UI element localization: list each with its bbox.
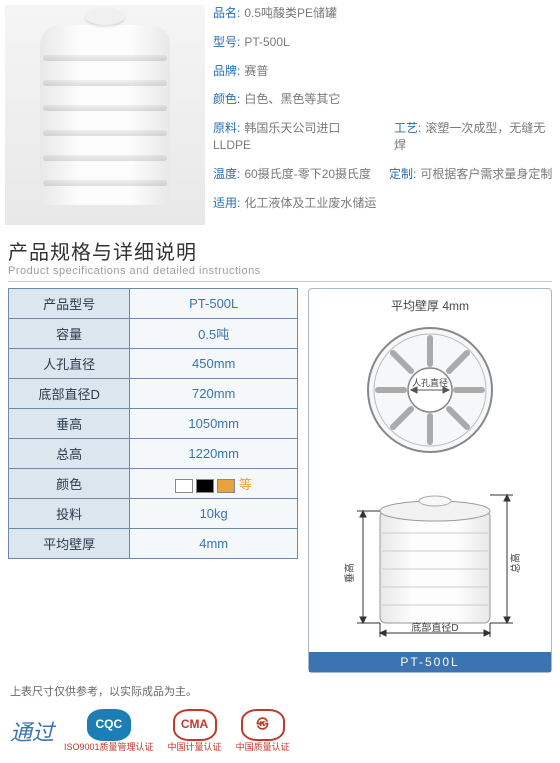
top-view-diagram: 人孔直径 bbox=[345, 320, 515, 460]
spec-key: 产品型号 bbox=[9, 289, 130, 319]
spec-key: 容量 bbox=[9, 319, 130, 349]
brand-label: 品牌: bbox=[213, 64, 240, 78]
spec-val: 等 bbox=[130, 469, 298, 499]
cert-badge: ㉿ bbox=[241, 709, 285, 741]
spec-key: 总高 bbox=[9, 439, 130, 469]
mid-region: 产品型号PT-500L容量0.5吨人孔直径450mm底部直径D720mm垂高10… bbox=[0, 282, 560, 679]
manhole-label-text: 人孔直径 bbox=[412, 377, 448, 388]
tank-illustration bbox=[40, 25, 170, 205]
spec-key: 颜色 bbox=[9, 469, 130, 499]
spec-key: 底部直径D bbox=[9, 379, 130, 409]
spec-val: 1050mm bbox=[130, 409, 298, 439]
cert-item: CQC ISO9001质量管理认证 bbox=[64, 709, 154, 753]
color-value: 白色、黑色等其它 bbox=[244, 92, 340, 106]
model-label: 型号: bbox=[213, 35, 240, 49]
cert-item: ㉿中国质量认证 bbox=[236, 709, 290, 753]
side-view-diagram: 垂高 总高 底部直径D bbox=[325, 473, 535, 643]
cert-badge: CMA bbox=[173, 709, 217, 741]
model-value: PT-500L bbox=[244, 35, 289, 49]
bottom-text: 底部直径D bbox=[411, 621, 458, 634]
temp-value: 60摄氏度-零下20摄氏度 bbox=[244, 167, 371, 181]
info-panel: 品名: 0.5吨酸类PE储罐 型号: PT-500L 品牌: 赛普 颜色: 白色、黑色等… bbox=[213, 5, 555, 225]
custom-label: 定制: bbox=[389, 167, 416, 181]
spec-val: 720mm bbox=[130, 379, 298, 409]
section-title-zh: 产品规格与详细说明 bbox=[8, 236, 552, 265]
color-label: 颜色: bbox=[213, 92, 240, 106]
material-label: 原料: bbox=[213, 121, 240, 135]
section-header: 产品规格与详细说明 Product specifications and det… bbox=[0, 230, 560, 282]
wall-thickness-label: 平均壁厚 4mm bbox=[315, 297, 545, 314]
color-swatch bbox=[217, 479, 235, 493]
cert-item: CMA 中国计量认证 bbox=[168, 709, 222, 753]
process-label: 工艺: bbox=[394, 121, 421, 135]
cert-badge: CQC bbox=[87, 709, 131, 741]
cert-label: 中国计量认证 bbox=[168, 743, 222, 753]
spec-key: 垂高 bbox=[9, 409, 130, 439]
brand-value: 赛普 bbox=[244, 64, 268, 78]
spec-val: 10kg bbox=[130, 499, 298, 529]
swatch-suffix: 等 bbox=[235, 477, 252, 492]
spec-val: 1220mm bbox=[130, 439, 298, 469]
spec-key: 平均壁厚 bbox=[9, 529, 130, 559]
cert-label: 中国质量认证 bbox=[236, 743, 290, 753]
use-value: 化工液体及工业废水储运 bbox=[244, 196, 376, 210]
diagram-panel: 平均壁厚 4mm 人孔直径 bbox=[308, 288, 552, 673]
color-swatch bbox=[175, 479, 193, 493]
spec-val: 450mm bbox=[130, 349, 298, 379]
temp-label: 温度: bbox=[213, 167, 240, 181]
spec-key: 投料 bbox=[9, 499, 130, 529]
vheight-text: 垂高 bbox=[343, 563, 356, 583]
spec-val: 4mm bbox=[130, 529, 298, 559]
name-value: 0.5吨酸类PE储罐 bbox=[244, 6, 337, 20]
cert-lead: 通过 bbox=[10, 715, 54, 747]
custom-value: 可根据客户需求量身定制 bbox=[420, 167, 552, 181]
use-label: 适用: bbox=[213, 196, 240, 210]
footnote: 上表尺寸仅供参考，以实际成品为主。 bbox=[0, 679, 560, 703]
spec-key: 人孔直径 bbox=[9, 349, 130, 379]
top-region: 品名: 0.5吨酸类PE储罐 型号: PT-500L 品牌: 赛普 颜色: 白色、黑色等… bbox=[0, 0, 560, 230]
spec-table: 产品型号PT-500L容量0.5吨人孔直径450mm底部直径D720mm垂高10… bbox=[8, 288, 298, 559]
diagram-model-tag: PT-500L bbox=[309, 652, 551, 672]
product-photo bbox=[5, 5, 205, 225]
theight-text: 总高 bbox=[509, 553, 522, 573]
spec-val: 0.5吨 bbox=[130, 319, 298, 349]
color-swatch bbox=[196, 479, 214, 493]
section-title-en: Product specifications and detailed inst… bbox=[8, 265, 552, 282]
spec-val: PT-500L bbox=[130, 289, 298, 319]
name-label: 品名: bbox=[213, 6, 240, 20]
cert-label: ISO9001质量管理认证 bbox=[64, 743, 154, 753]
cert-row: 通过 CQC ISO9001质量管理认证 CMA 中国计量认证 ㉿中国质量认证 bbox=[0, 703, 560, 763]
